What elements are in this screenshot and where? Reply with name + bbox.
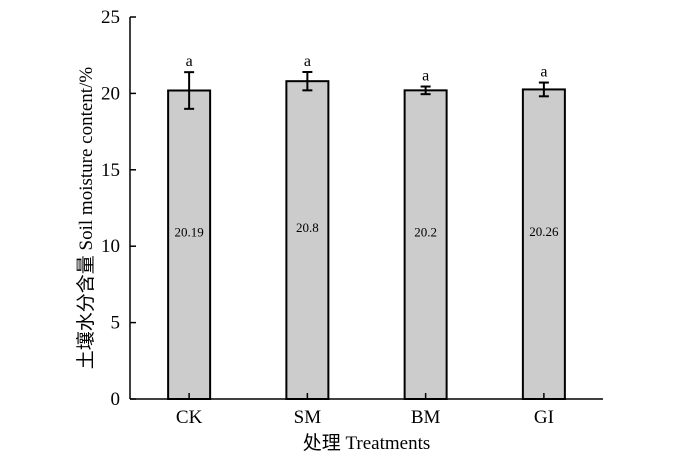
labels-layer: a 20.19 CK a 20.8 SM a 20.2 BM a 20.26 GI 0 5 10 15 20 25: [101, 7, 559, 428]
bar-ck: [167, 89, 212, 401]
significance-label-gi: a: [540, 64, 547, 81]
value-label-ck: 20.19: [175, 225, 204, 240]
value-label-gi: 20.26: [529, 224, 559, 239]
y-axis-title: 土壤水分含量 Soil moisture content/%: [75, 67, 97, 370]
y-tick-label-20: 20: [101, 83, 120, 104]
y-tick-label-25: 25: [101, 7, 120, 28]
x-tick-label-sm: SM: [294, 407, 322, 428]
y-tick-label-10: 10: [101, 236, 120, 257]
value-label-sm: 20.8: [296, 220, 319, 235]
bar-bm: [403, 89, 448, 401]
significance-label-bm: a: [422, 68, 429, 85]
y-tick-label-15: 15: [101, 160, 120, 181]
x-tick-label-ck: CK: [176, 407, 203, 428]
x-tick-label-gi: GI: [534, 407, 554, 428]
significance-label-sm: a: [304, 53, 311, 70]
value-label-bm: 20.2: [414, 225, 437, 240]
x-axis-title: 处理 Treatments: [303, 432, 431, 454]
y-tick-label-5: 5: [111, 313, 121, 334]
bar-gi: [521, 88, 566, 401]
bars-layer: [167, 71, 566, 401]
x-tick-label-bm: BM: [411, 407, 441, 428]
axes-layer: [129, 16, 603, 400]
bar-sm: [285, 80, 330, 401]
significance-label-ck: a: [186, 53, 193, 70]
y-tick-label-0: 0: [111, 389, 121, 410]
